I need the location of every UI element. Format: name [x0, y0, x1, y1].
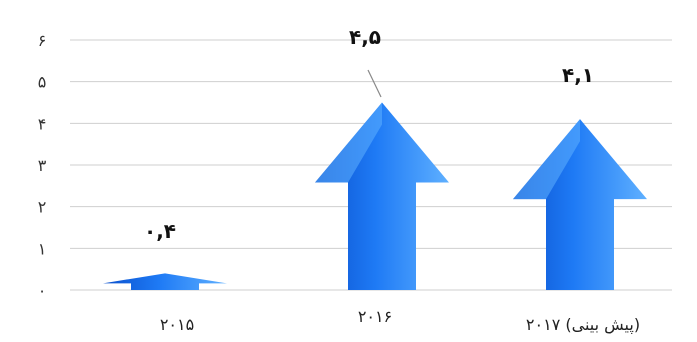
arrow-highlight: [315, 102, 382, 183]
arrow-highlight: [513, 119, 580, 200]
category-label: ۲۰۱۷ (پیش بینی): [526, 315, 640, 335]
data-marks: [103, 69, 647, 291]
y-tick-label: ۶: [38, 31, 47, 50]
data-labels: ۰,۴ ۴,۵ ۴,۱: [144, 25, 594, 243]
arrow-bar: [513, 119, 647, 291]
data-label: ۰,۴: [144, 219, 176, 243]
y-axis-tick-labels: ۰ ۱ ۲ ۳ ۴ ۵ ۶: [38, 31, 47, 300]
label-leader-line: [367, 69, 382, 98]
y-tick-label: ۴: [38, 114, 47, 133]
y-tick-label: ۰: [38, 281, 47, 300]
y-tick-label: ۲: [38, 198, 47, 217]
x-axis-category-labels: ۲۰۱۵ ۲۰۱۶ ۲۰۱۷ (پیش بینی): [160, 307, 640, 335]
y-tick-label: ۳: [38, 156, 47, 175]
arrow-bar: [315, 102, 449, 290]
arrow-bar: [103, 273, 227, 290]
data-label: ۴,۵: [349, 25, 381, 49]
y-tick-label: ۱: [38, 239, 47, 258]
y-tick-label: ۵: [38, 73, 47, 92]
category-label: ۲۰۱۶: [358, 307, 392, 326]
category-label: ۲۰۱۵: [160, 315, 194, 334]
data-label: ۴,۱: [562, 63, 594, 87]
